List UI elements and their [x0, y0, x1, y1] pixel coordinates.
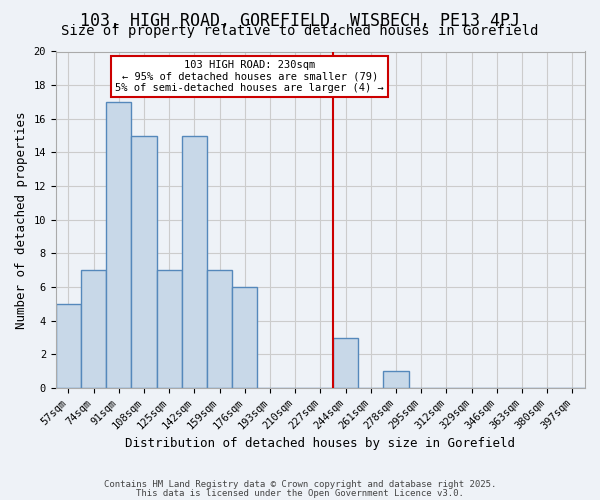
Bar [81, 270, 106, 388]
Bar [207, 270, 232, 388]
X-axis label: Distribution of detached houses by size in Gorefield: Distribution of detached houses by size … [125, 437, 515, 450]
Bar [383, 372, 409, 388]
Text: 103 HIGH ROAD: 230sqm
← 95% of detached houses are smaller (79)
5% of semi-detac: 103 HIGH ROAD: 230sqm ← 95% of detached … [115, 60, 384, 93]
Text: Contains HM Land Registry data © Crown copyright and database right 2025.: Contains HM Land Registry data © Crown c… [104, 480, 496, 489]
Bar [56, 304, 81, 388]
Y-axis label: Number of detached properties: Number of detached properties [15, 111, 28, 328]
Text: 103, HIGH ROAD, GOREFIELD, WISBECH, PE13 4PJ: 103, HIGH ROAD, GOREFIELD, WISBECH, PE13… [80, 12, 520, 30]
Text: This data is licensed under the Open Government Licence v3.0.: This data is licensed under the Open Gov… [136, 488, 464, 498]
Bar [182, 136, 207, 388]
Bar [333, 338, 358, 388]
Text: Size of property relative to detached houses in Gorefield: Size of property relative to detached ho… [61, 24, 539, 38]
Bar [232, 287, 257, 388]
Bar [157, 270, 182, 388]
Bar [106, 102, 131, 388]
Bar [131, 136, 157, 388]
